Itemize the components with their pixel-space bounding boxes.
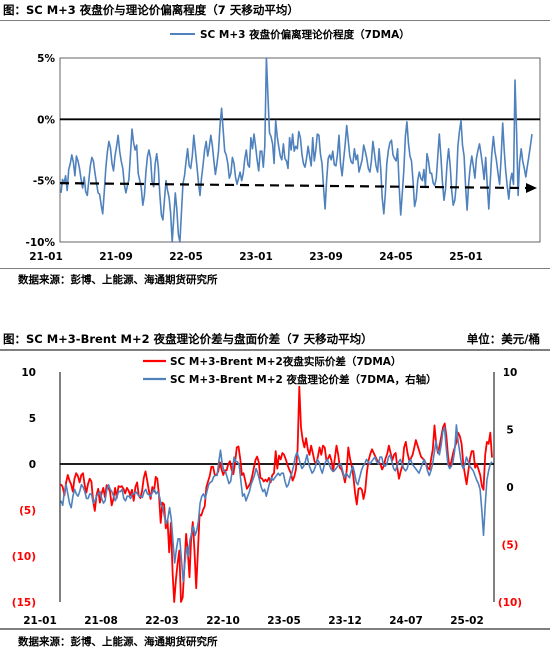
chart1-plot: 5% 0% -5% -10% 21-01 21-09 22-05 23-01 23-09 24-0… [26,28,541,263]
chart1-x-tick-label: 25-01 [449,251,483,263]
chart1-source: 数据来源：彭博、上能源、海通期货研究所 [18,274,218,286]
chart1-legend-label: SC M+3 夜盘价偏离理论价程度（7DMA） [200,28,410,41]
chart2-right-y-tick-label: (10) [498,597,522,609]
chart2-left-y-tick-label: (5) [19,505,36,517]
chart2-left-y-tick-label: 5 [29,413,36,425]
chart2-right-y-tick-label: 0 [506,482,513,494]
chart1-y-tick-label: -10% [26,237,56,249]
chart2-x-tick-label: 21-08 [84,615,118,627]
chart2-x-tick-label: 22-10 [206,615,240,627]
chart2-source: 数据来源：彭博、上能源、海通期货研究所 [18,636,218,648]
chart2-right-y-tick-label: 10 [503,367,518,379]
chart1-plot-frame [59,57,541,243]
chart2-x-tick-label: 24-07 [389,615,423,627]
chart2-top-rule [0,349,550,351]
chart1-reference-dashed-line [59,182,527,190]
chart2-x-tick-label: 23-05 [267,615,301,627]
chart1-x-tick-label: 22-05 [169,251,203,263]
chart1-x-tick-label: 23-09 [309,251,343,263]
chart1-top-rule [0,20,550,21]
chart1-x-tick-label: 21-01 [29,251,63,263]
chart1-x-tick-label: 24-05 [379,251,413,263]
chart2-title: 图：SC M+3-Brent M+2 夜盘理论价差与盘面价差（7 天移动平均） [3,332,373,346]
chart2-left-y-tick-label: 0 [29,459,36,471]
chart2-series-theoretical-spread [60,424,493,583]
chart1-reference-arrowhead [526,183,537,194]
chart2-series-actual-spread [60,385,493,603]
chart2-left-y-tick-label: 10 [21,367,36,379]
chart2-x-tick-label: 22-03 [145,615,179,627]
chart2-right-y-tick-label: 5 [506,425,513,437]
chart2-legend: SC M+3-Brent M+2夜盘实际价差（7DMA） SC M+3-Brent… [143,355,437,386]
chart2-unit: 单位：美元/桶 [466,332,540,346]
chart1-y-tick-label: 0% [37,114,55,126]
chart2-x-tick-label: 23-12 [328,615,362,627]
chart2-left-y-tick-label: (10) [12,551,36,563]
chart1-x-tick-label: 23-01 [239,251,273,263]
chart1-bottom-rule [0,268,550,269]
chart2-x-tick-label: 21-01 [23,615,57,627]
chart2-plot: 10 5 0 (5) (10) (15) 10 5 0 (5) (10) 21-01 21-08 22-0… [12,355,522,627]
chart2-left-y-tick-label: (15) [12,597,36,609]
chart1-x-tick-label: 21-09 [99,251,133,263]
chart2-bottom-rule [0,628,550,630]
chart2-legend-label-theoretical: SC M+3-Brent M+2 夜盘理论价差（7DMA，右轴） [170,373,437,386]
chart2-right-y-tick-label: (5) [502,540,519,552]
chart1-series-line [60,57,533,243]
chart1-legend: SC M+3 夜盘价偏离理论价程度（7DMA） [170,28,410,41]
chart1-title: 图：SC M+3 夜盘价与理论价偏离程度（7 天移动平均） [3,3,299,17]
chart1-y-tick-label: 5% [37,53,55,65]
chart2-legend-label-actual: SC M+3-Brent M+2夜盘实际价差（7DMA） [170,355,401,368]
chart2-x-tick-label: 25-02 [450,615,484,627]
chart1-y-tick-label: -5% [33,176,56,188]
